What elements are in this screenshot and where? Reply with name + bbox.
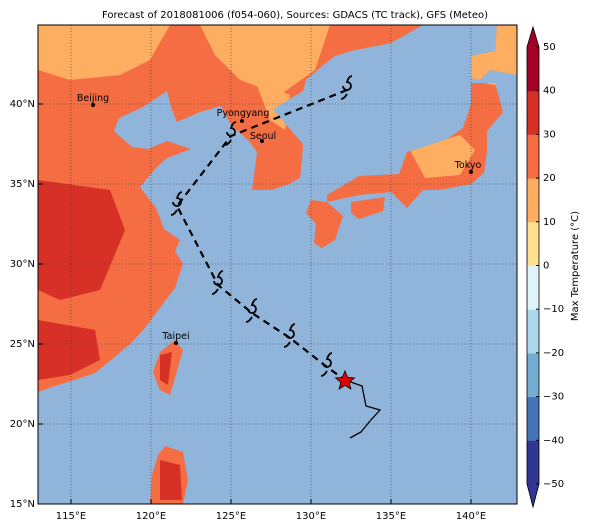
- city-dot: [174, 341, 178, 345]
- y-tick-label: 20°N: [10, 419, 35, 430]
- colorbar-tick-label: 40: [543, 86, 556, 97]
- colorbar-bin: [527, 221, 539, 266]
- colorbar-tick-label: −50: [543, 479, 564, 490]
- title: Forecast of 2018081006 (f054-060), Sourc…: [102, 10, 488, 21]
- colorbar-bin: [527, 309, 539, 354]
- past-track: [344, 379, 382, 439]
- colorbar-tick-label: −10: [543, 304, 564, 315]
- colorbar-tick-label: −20: [543, 348, 564, 359]
- colorbar: −50 −40 −30 −20 −10 0 10 20 30 40 50: [526, 25, 564, 509]
- colorbar-tick-label: 30: [543, 129, 556, 140]
- city-label: Seoul: [250, 131, 276, 142]
- colorbar-extend-top: [527, 27, 539, 47]
- y-tick-label: 40°N: [10, 99, 35, 110]
- city-label: Pyongyang: [217, 108, 270, 119]
- forecast-track: [175, 88, 348, 381]
- x-tick-label: 130°E: [296, 511, 326, 522]
- y-tick-label: 35°N: [10, 179, 35, 190]
- colorbar-bin: [527, 178, 539, 223]
- colorbar-bin: [527, 47, 539, 92]
- map: Beijing Pyongyang Seoul Tokyo Taipei: [38, 25, 517, 504]
- colorbar-tick-label: 50: [543, 42, 556, 53]
- colorbar-bin: [527, 440, 539, 485]
- y-tick-label: 25°N: [10, 339, 35, 350]
- colorbar-tick-label: −40: [543, 435, 564, 446]
- x-tick-label: 120°E: [136, 511, 166, 522]
- colorbar-tick-label: −30: [543, 392, 564, 403]
- y-tick-label: 30°N: [10, 259, 35, 270]
- colorbar-bin: [527, 352, 539, 398]
- colorbar-bin: [527, 134, 539, 179]
- x-tick-label: 115°E: [56, 511, 86, 522]
- graticule: [38, 25, 517, 504]
- x-tick-label: 125°E: [216, 511, 246, 522]
- colorbar-tick-label: 10: [543, 217, 556, 228]
- city-label: Beijing: [77, 93, 109, 104]
- colorbar-extend-bottom: [527, 484, 539, 507]
- colorbar-label: Max Temperature (°C): [570, 211, 581, 321]
- y-tick-label: 15°N: [10, 499, 35, 510]
- colorbar-tick-label: 20: [543, 173, 556, 184]
- city-label: Taipei: [161, 331, 189, 342]
- typhoon-symbols: [170, 75, 353, 377]
- colorbar-bin: [527, 265, 539, 310]
- colorbar-tick-label: 0: [543, 261, 549, 272]
- typhoon-track: [170, 75, 382, 439]
- colorbar-bin: [527, 396, 539, 441]
- current-position: [334, 369, 356, 390]
- x-tick-label: 135°E: [376, 511, 406, 522]
- city-dot: [91, 103, 95, 107]
- city-dot: [469, 170, 473, 174]
- x-tick-label: 140°E: [456, 511, 486, 522]
- city-dot: [240, 119, 244, 123]
- city-dot: [260, 139, 264, 143]
- axes: 115°E 120°E 125°E 130°E 135°E 140°E 15°N 20°N 25…: [10, 99, 486, 522]
- city-label: Tokyo: [454, 160, 482, 171]
- colorbar-bin: [527, 90, 539, 135]
- cities: Beijing Pyongyang Seoul Tokyo Taipei: [77, 93, 482, 345]
